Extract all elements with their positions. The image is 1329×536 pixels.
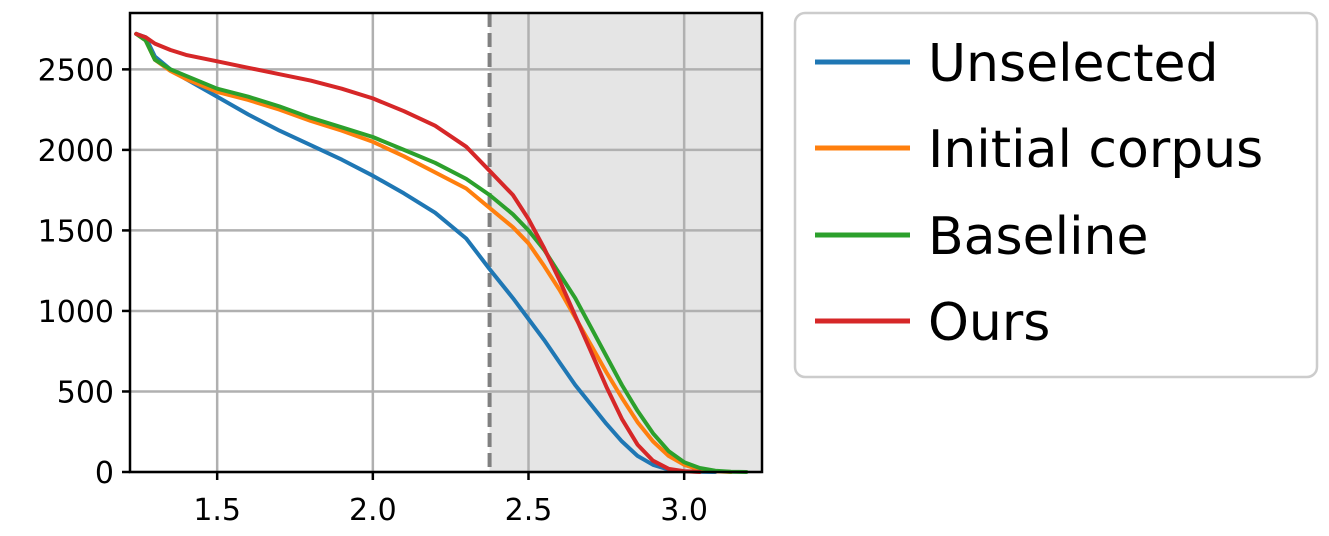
x-tick-label: 2.0 <box>349 493 397 528</box>
legend-label: Baseline <box>928 207 1148 267</box>
y-tick-label: 1500 <box>38 214 114 249</box>
series-line-ours <box>134 31 702 474</box>
series-line-unselected <box>134 31 718 474</box>
x-tick-label: 1.5 <box>193 493 241 528</box>
y-tick-label: 2000 <box>38 134 114 169</box>
series-line-initial-corpus <box>134 31 733 474</box>
legend-label: Ours <box>928 293 1050 353</box>
y-tick-label: 500 <box>57 375 114 410</box>
x-tick-label: 2.5 <box>505 493 553 528</box>
shaded-region <box>489 13 762 472</box>
y-tick-label: 2500 <box>38 53 114 88</box>
x-tick-label: 3.0 <box>660 493 708 528</box>
legend-label: Initial corpus <box>928 120 1263 180</box>
legend-label: Unselected <box>928 34 1219 94</box>
legend: Unselected Initial corpus Baseline Ours <box>793 11 1319 379</box>
legend-box <box>793 11 1319 379</box>
axes-frame <box>128 11 764 474</box>
plot-area: 1.5 2.0 2.5 3.0 0 500 1000 1500 2000 2500 <box>38 11 764 528</box>
y-tick-label: 1000 <box>38 295 114 330</box>
series-line-baseline <box>134 31 749 474</box>
y-tick-label: 0 <box>95 456 114 491</box>
